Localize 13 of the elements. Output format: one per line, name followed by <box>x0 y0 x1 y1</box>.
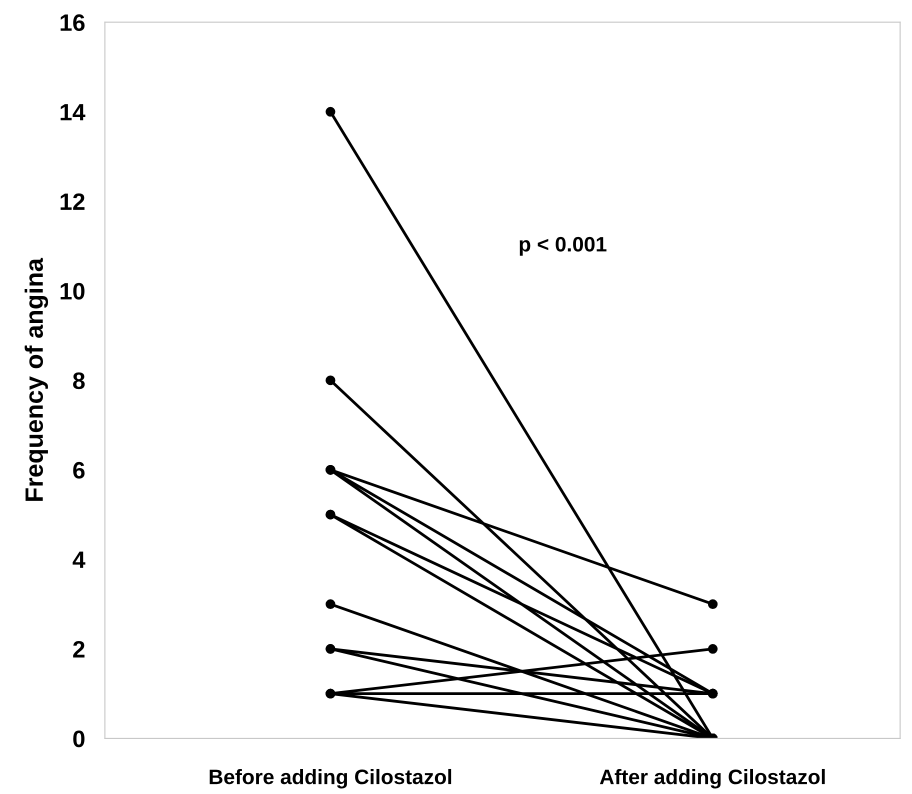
x-tick-label: After adding Cilostazol <box>600 768 825 788</box>
y-tick-label: 0 <box>73 730 84 748</box>
y-tick-label: 14 <box>60 104 86 120</box>
y-tick-label: 2 <box>73 640 84 658</box>
y-tick-label: 8 <box>73 372 85 390</box>
annotation: p < 0.001 <box>520 236 606 256</box>
y-tick-label: 4 <box>72 552 86 568</box>
y-axis-title: Frequency of angina <box>24 258 48 501</box>
x-tick-label: Before adding Cilostazol <box>210 768 452 788</box>
y-tick-label: 6 <box>73 462 85 479</box>
y-tick-label: 12 <box>60 193 84 210</box>
y-tick-label: 10 <box>60 282 84 300</box>
y-tick-label: 16 <box>60 14 85 32</box>
